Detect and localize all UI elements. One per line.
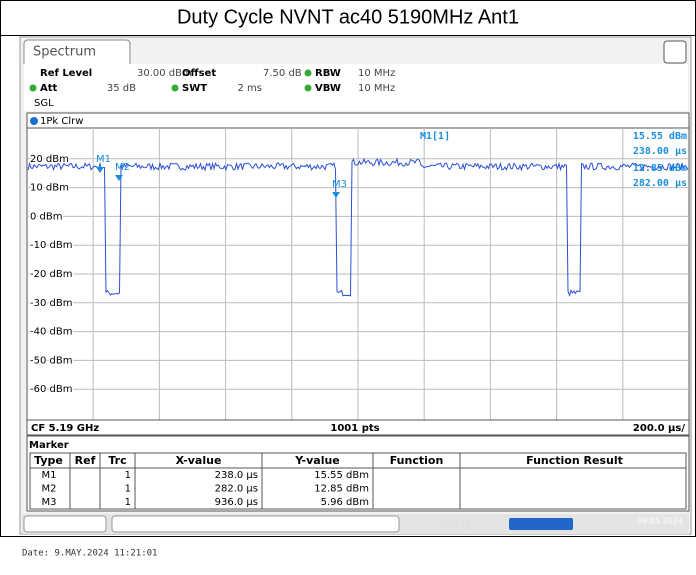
cell-type: M2 — [42, 484, 57, 495]
menu-icon[interactable] — [663, 40, 687, 64]
status-dot — [304, 84, 312, 92]
cell-y: 12.85 dBm — [314, 484, 369, 495]
status-dot — [171, 84, 179, 92]
readout: 238.00 µs — [633, 146, 687, 157]
column-header: Trc — [108, 454, 126, 467]
setting-name: Ref Level — [40, 68, 92, 79]
cell-type: M3 — [42, 497, 57, 508]
setting-name: Att — [40, 83, 58, 94]
cell-x: 936.0 µs — [215, 497, 258, 508]
setting-value: 7.50 dB — [263, 68, 302, 79]
cell-y: 15.55 dBm — [314, 470, 369, 481]
table-bg — [26, 435, 690, 512]
y-label: -40 dBm — [30, 327, 72, 338]
footer-date: Date: 9.MAY.2024 11:21:01 — [22, 549, 157, 559]
setting-name: RBW — [315, 68, 341, 79]
setting-value: 2 ms — [238, 83, 263, 94]
status-dot — [29, 84, 37, 92]
cell-trc: 1 — [125, 484, 131, 495]
column-header: Type — [34, 454, 63, 467]
setting-value: 35 dB — [107, 83, 136, 94]
table-body — [29, 467, 687, 510]
column-header: Y-value — [294, 454, 340, 467]
marker-label: M2 — [115, 162, 130, 173]
progress — [509, 518, 573, 530]
tab-label[interactable]: Spectrum — [33, 45, 96, 60]
plot-footer: 200.0 µs/ — [633, 423, 685, 434]
column-header: Function — [390, 454, 444, 467]
plot-footer: CF 5.19 GHz — [31, 423, 99, 434]
status-box — [23, 515, 107, 533]
y-label: 10 dBm — [30, 183, 69, 194]
y-label: 0 dBm — [30, 211, 63, 222]
trace-label: 1Pk Clrw — [40, 116, 83, 127]
column-header: Ref — [75, 454, 96, 467]
readout: M1[1] — [420, 131, 450, 142]
cell-trc: 1 — [125, 497, 131, 508]
y-label: -10 dBm — [30, 240, 72, 251]
setting-value: 10 MHz — [358, 68, 395, 79]
setting-name: SWT — [182, 83, 207, 94]
status-dot — [304, 69, 312, 77]
mode: SGL — [34, 98, 54, 109]
setting-value: 30.00 dBm — [137, 68, 192, 79]
marker-arrow — [115, 175, 123, 181]
tab[interactable] — [23, 39, 131, 64]
settings-area — [24, 64, 688, 111]
cell-trc: 1 — [125, 470, 131, 481]
y-label: -30 dBm — [30, 298, 72, 309]
cell-x: 282.0 µs — [215, 484, 258, 495]
column-header: Function Result — [526, 454, 623, 467]
cell-x: 238.0 µs — [215, 470, 258, 481]
status-box — [111, 515, 400, 533]
setting-name: VBW — [315, 83, 341, 94]
readout: 12.85 dBm — [633, 163, 687, 174]
trace-indicator — [30, 117, 38, 125]
status-date: 09.05.2024 — [637, 517, 683, 526]
setting-value: 10 MHz — [358, 83, 395, 94]
trace — [27, 157, 689, 297]
marker-arrow — [96, 167, 104, 173]
y-label: -60 dBm — [30, 384, 72, 395]
setting-name: Offset — [182, 68, 216, 79]
y-label: -20 dBm — [30, 269, 72, 280]
title: Duty Cycle NVNT ac40 5190MHz Ant1 — [177, 6, 519, 28]
table-caption: Marker — [29, 440, 69, 451]
cell-y: 5.96 dBm — [321, 497, 369, 508]
readout: 282.00 µs — [633, 178, 687, 189]
cell-type: M1 — [42, 470, 57, 481]
column-header: X-value — [176, 454, 222, 467]
readout: 15.55 dBm — [633, 131, 687, 142]
plot-footer: 1001 pts — [330, 423, 379, 434]
y-label: -50 dBm — [30, 355, 72, 366]
marker-label: M1 — [96, 154, 111, 165]
status-ready: Ready — [439, 519, 470, 530]
y-label: 20 dBm — [30, 154, 69, 165]
marker-arrow — [332, 192, 340, 198]
marker-label: M3 — [332, 179, 347, 190]
